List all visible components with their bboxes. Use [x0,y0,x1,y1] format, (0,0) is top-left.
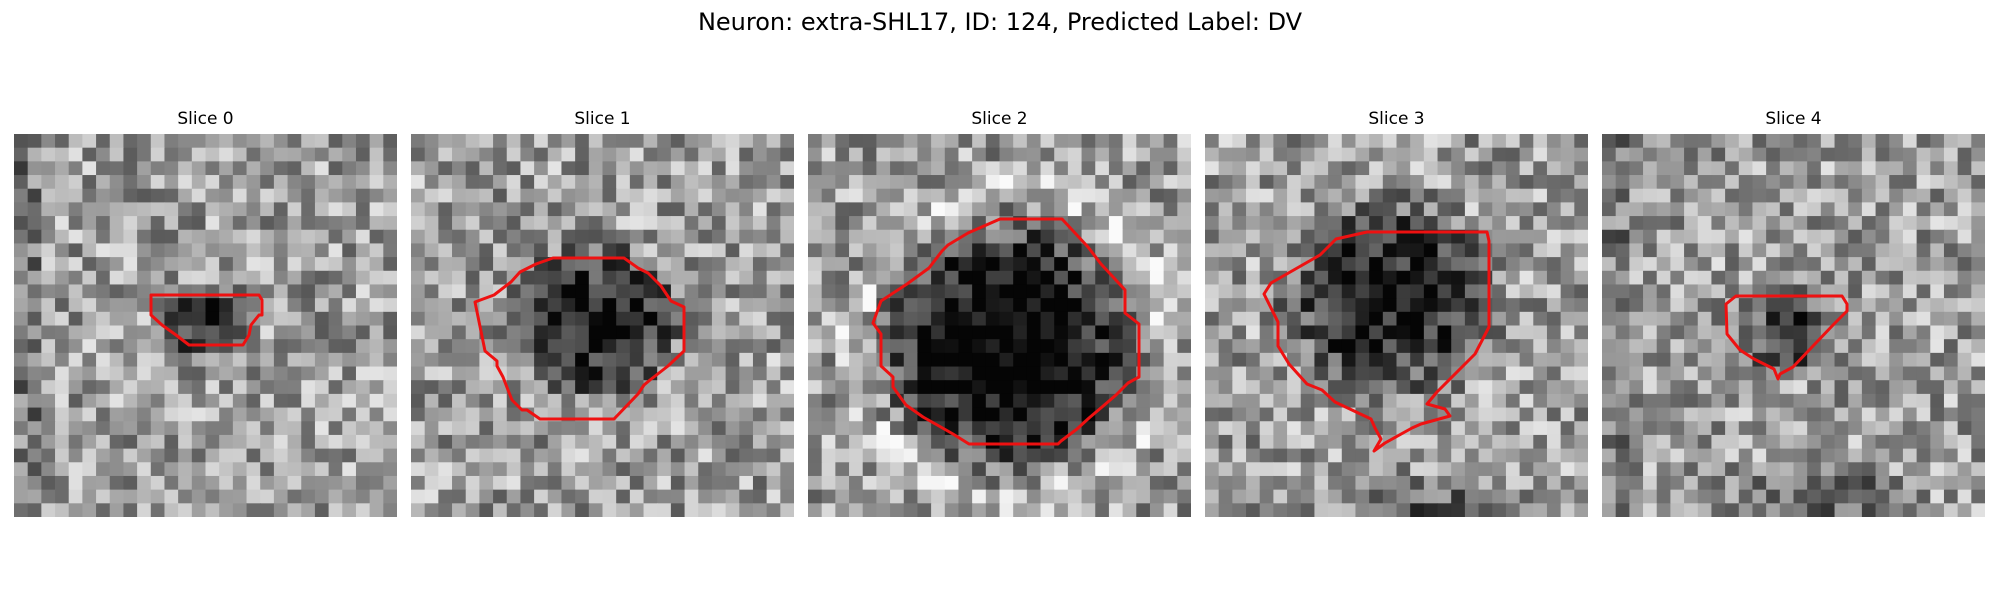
slice-2-title: Slice 2 [971,109,1028,129]
slice-3-image [1205,134,1588,517]
slice-1-panel [411,134,794,517]
slice-2-panel [808,134,1191,517]
slice-1-contour [473,256,686,421]
slice-1-image [411,134,794,517]
slice-3-contour [1262,230,1491,453]
slice-4-contour [1724,294,1849,381]
figure-title: Neuron: extra-SHL17, ID: 124, Predicted … [697,8,1303,36]
slice-2-contour [871,217,1141,446]
slice-3-panel [1205,134,1588,517]
slice-0-image [14,134,397,517]
slice-4-image [1602,134,1985,517]
slice-2-image [808,134,1191,517]
slice-0-contour [149,293,264,347]
slice-0-panel [14,134,397,517]
slice-0-title: Slice 0 [177,109,234,129]
slice-1-title: Slice 1 [574,109,631,129]
slice-3-title: Slice 3 [1368,109,1425,129]
slice-4-title: Slice 4 [1765,109,1822,129]
slice-4-panel [1602,134,1985,517]
